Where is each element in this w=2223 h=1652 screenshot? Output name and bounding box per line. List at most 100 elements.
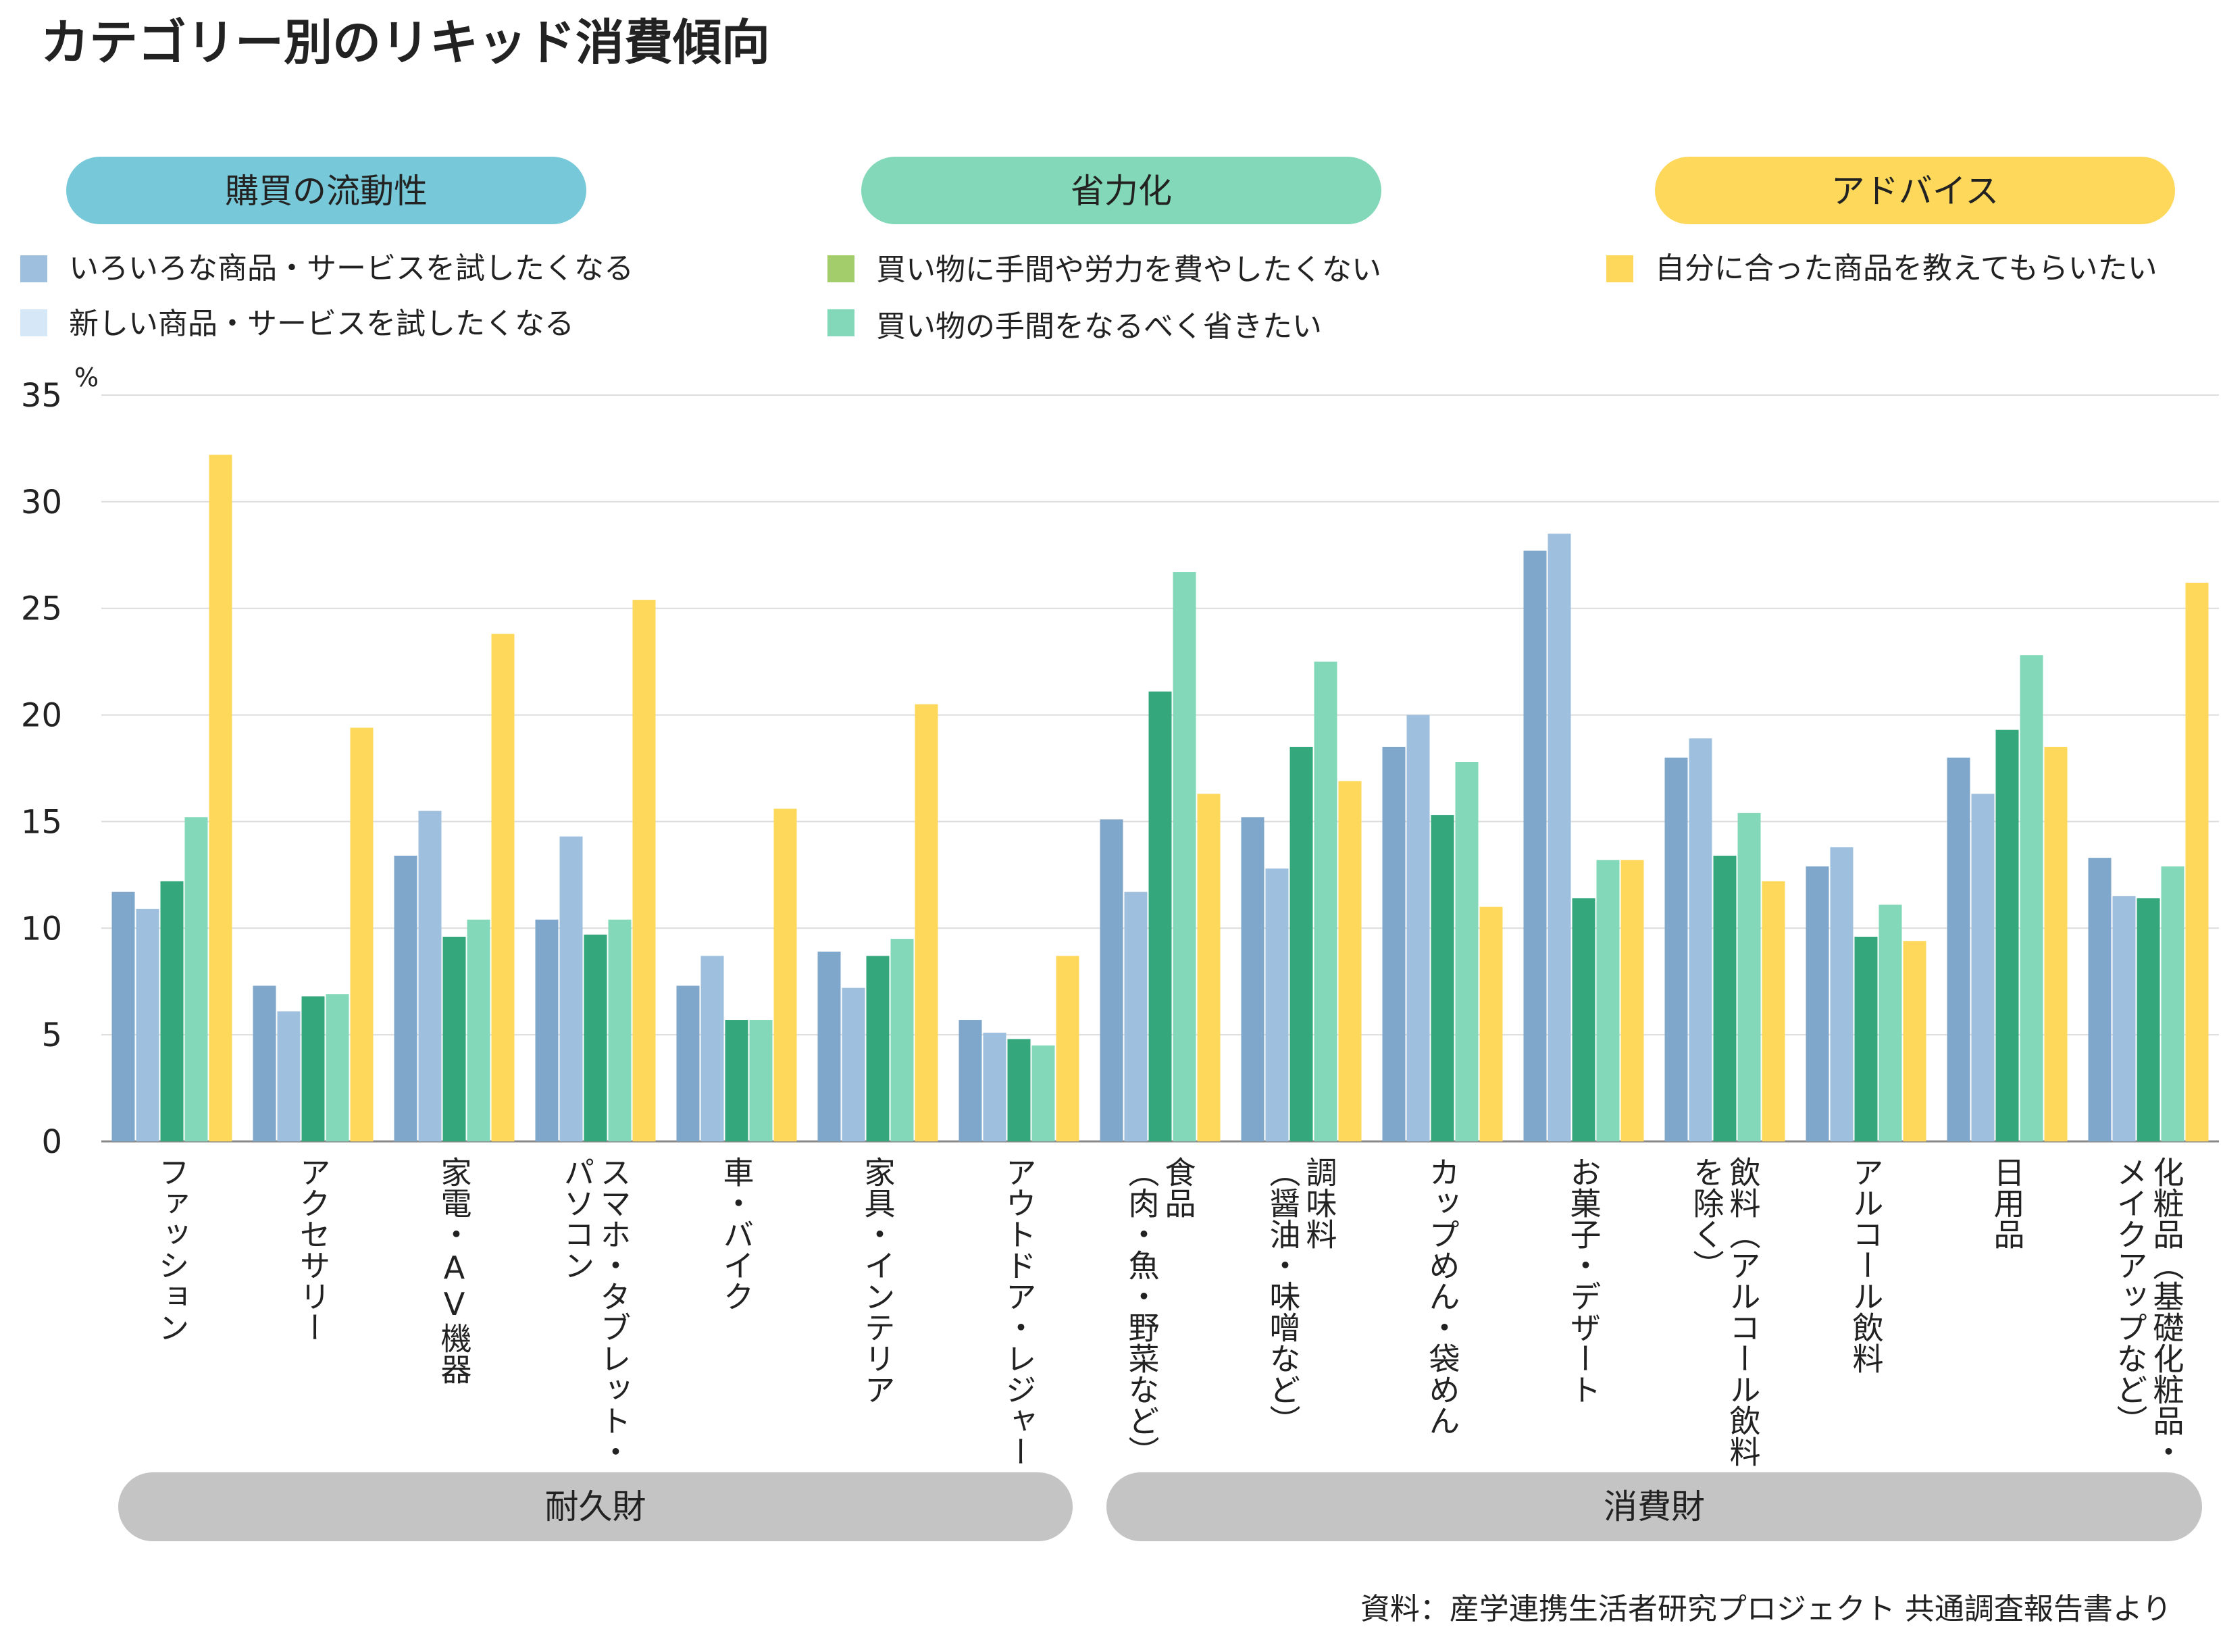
legend-group-label: アドバイス xyxy=(1831,172,1999,211)
bar xyxy=(842,987,865,1141)
bars xyxy=(111,455,2209,1141)
bar xyxy=(1762,881,1785,1141)
bar xyxy=(1548,534,1571,1141)
bar xyxy=(608,919,632,1141)
bar xyxy=(1197,794,1221,1141)
x-tick-labels: ファッション アクセサリー 家電・AV機器 スマホ・タブレット・パソコン 車・バイク 家具… xyxy=(154,1156,2185,1467)
legend-swatch xyxy=(1606,255,1633,282)
bar xyxy=(632,600,656,1141)
legend-swatch xyxy=(20,255,47,282)
legend-group-label: 購買の流動性 xyxy=(225,172,428,211)
source-note: 資料：産学連携生活者研究プロジェクト 共通調査報告書より xyxy=(1360,1592,2172,1626)
legend-item: 買い物の手間をなるべく省きたい xyxy=(827,309,1322,344)
bar xyxy=(1806,866,1829,1141)
y-tick-label: 25 xyxy=(21,590,62,628)
bar xyxy=(1830,847,1854,1141)
y-tick-label: 15 xyxy=(21,803,62,841)
bar xyxy=(1031,1045,1055,1141)
legend-group-labor-saving: 省力化 xyxy=(861,157,1381,224)
bar xyxy=(749,1020,773,1141)
bar xyxy=(277,1011,301,1141)
bar xyxy=(2020,655,2043,1141)
bar xyxy=(111,892,135,1141)
bar xyxy=(890,939,914,1141)
bar xyxy=(1056,956,1079,1141)
bar xyxy=(1338,781,1362,1141)
category-group-label: 耐久財 xyxy=(545,1487,646,1526)
bar xyxy=(1879,904,1902,1141)
bar xyxy=(1406,715,1430,1141)
legend-swatch xyxy=(827,255,854,282)
legend-item-label: いろいろな商品・サービスを試したくなる xyxy=(69,251,634,286)
bar xyxy=(1100,819,1123,1141)
x-tick-label: （肉・魚・野菜など） xyxy=(1124,1156,1160,1467)
bar xyxy=(1737,812,1761,1141)
bar xyxy=(1431,815,1454,1141)
x-tick-label: アクセサリー xyxy=(295,1156,332,1343)
bar xyxy=(559,836,583,1141)
bar xyxy=(326,994,349,1141)
x-tick-label: 化粧品（基礎化粧品・ xyxy=(2149,1156,2185,1467)
category-group-pill xyxy=(118,1472,1073,1541)
legend-item: 自分に合った商品を教えてもらいたい xyxy=(1606,251,2157,286)
chart-title: カテゴリー別のリキッド消費傾向 xyxy=(41,14,770,71)
legend-group-pill xyxy=(66,157,586,224)
bar xyxy=(1382,746,1406,1141)
bar xyxy=(467,919,490,1141)
x-tick-label: スマホ・タブレット・ xyxy=(596,1156,632,1467)
bar xyxy=(1713,855,1737,1141)
bar xyxy=(1124,892,1148,1141)
x-tick-label: アウトドア・レジャー xyxy=(1001,1156,1038,1467)
bar xyxy=(253,985,276,1141)
bar xyxy=(1523,550,1547,1141)
legend-group-advice: アドバイス xyxy=(1655,157,2175,224)
bar xyxy=(1903,941,1926,1141)
bar xyxy=(2185,582,2209,1141)
bar xyxy=(676,985,700,1141)
legend-item: 買い物に手間や労力を費やしたくない xyxy=(827,253,1381,287)
legend-swatch xyxy=(827,309,854,336)
legend-item-label: 買い物の手間をなるべく省きたい xyxy=(876,309,1322,344)
y-tick-label: 35 xyxy=(21,377,62,415)
bar xyxy=(2161,866,2184,1141)
bar xyxy=(1241,817,1264,1141)
bar xyxy=(725,1020,748,1141)
x-tick-label: 飲料（アルコール飲料 xyxy=(1725,1156,1762,1467)
bar xyxy=(866,956,890,1141)
bar xyxy=(700,956,724,1141)
bar xyxy=(1995,729,2019,1141)
bar xyxy=(136,908,159,1141)
bar xyxy=(301,996,325,1141)
bar xyxy=(1265,868,1289,1141)
bar xyxy=(1664,757,1688,1141)
y-tick-label: 20 xyxy=(21,697,62,735)
legend-item-label: 自分に合った商品を教えてもらいたい xyxy=(1655,251,2157,286)
bar xyxy=(1289,746,1313,1141)
bar xyxy=(442,936,466,1141)
x-tick-label: 車・バイク xyxy=(719,1156,755,1312)
legend-group-liquidity: 購買の流動性 xyxy=(66,157,586,224)
bar xyxy=(1148,691,1172,1141)
bar xyxy=(1479,906,1503,1141)
x-tick-label: ファッション xyxy=(154,1156,190,1343)
y-tick-label: 10 xyxy=(21,910,62,948)
bar xyxy=(959,1020,982,1141)
x-tick-label: 食品 xyxy=(1160,1156,1197,1218)
bar xyxy=(535,919,559,1141)
bar xyxy=(160,881,184,1141)
y-tick-label: 0 xyxy=(41,1123,62,1161)
bar xyxy=(1596,860,1620,1141)
bar xyxy=(418,810,442,1141)
bar xyxy=(491,634,515,1141)
category-group-pill xyxy=(1106,1472,2202,1541)
x-tick-label: 調味料 xyxy=(1302,1156,1338,1249)
legend-group-label: 省力化 xyxy=(1071,172,1172,211)
bar xyxy=(1620,860,1644,1141)
x-tick-label: （醤油・味噌など） xyxy=(1265,1156,1302,1436)
bar xyxy=(2137,898,2160,1141)
bar xyxy=(1689,738,1712,1141)
legend-item-label: 新しい商品・サービスを試したくなる xyxy=(69,307,574,341)
bar xyxy=(184,817,208,1141)
category-groups: 耐久財 消費財 xyxy=(118,1472,2202,1541)
